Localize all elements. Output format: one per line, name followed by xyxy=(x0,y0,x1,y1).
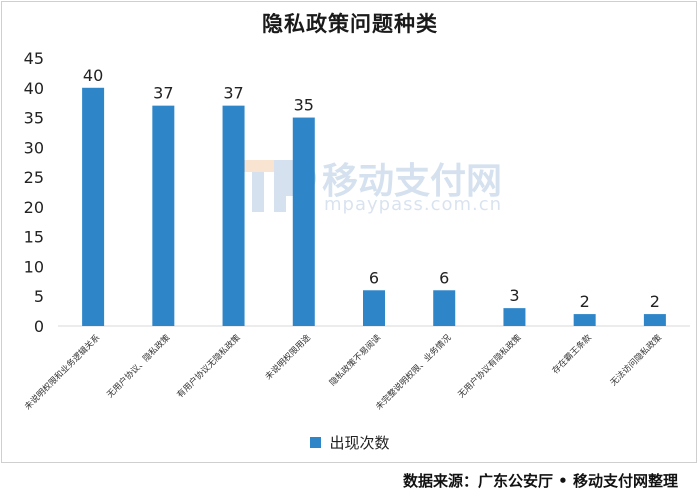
y-tick-label: 30 xyxy=(24,138,44,157)
x-tick-label: 无用户协议有隐私政策 xyxy=(456,332,524,400)
data-label: 35 xyxy=(294,96,314,115)
legend: 出现次数 xyxy=(0,432,700,453)
data-label: 6 xyxy=(439,268,449,287)
data-label: 6 xyxy=(369,268,379,287)
chart-title: 隐私政策问题种类 xyxy=(262,12,438,36)
bar xyxy=(292,117,315,326)
y-tick-label: 25 xyxy=(24,168,44,187)
y-tick-label: 15 xyxy=(24,228,44,247)
x-tick-label: 未完整说明权限、业务情况 xyxy=(373,332,453,412)
y-tick-label: 35 xyxy=(24,109,44,128)
bar xyxy=(222,105,245,327)
data-label: 2 xyxy=(580,292,590,311)
bar-chart: 0 5 10 15 20 25 30 35 40 45 40 未说明权限和业务逻辑关系 37 无用户协议、… xyxy=(22,49,690,412)
x-tick-label: 未说明权限用途 xyxy=(263,332,313,382)
data-label: 40 xyxy=(83,66,103,85)
data-label: 37 xyxy=(223,84,243,103)
y-tick-label: 0 xyxy=(34,317,44,336)
data-label: 2 xyxy=(650,292,660,311)
chart-frame xyxy=(1,1,697,463)
bar xyxy=(643,314,666,326)
y-tick-label: 20 xyxy=(24,198,44,217)
legend-swatch xyxy=(310,437,322,448)
x-tick-label: 有用户协议无隐私政策 xyxy=(175,332,243,400)
x-tick-label: 未说明权限和业务逻辑关系 xyxy=(22,332,102,412)
x-tick-label: 存在霸王条款 xyxy=(550,332,594,376)
y-tick-label: 45 xyxy=(24,49,44,68)
source-note: 数据来源：广东公安厅 • 移动支付网整理 xyxy=(402,472,678,490)
bar xyxy=(503,308,526,326)
bar xyxy=(152,105,175,327)
y-tick-label: 5 xyxy=(34,287,44,306)
legend-label: 出现次数 xyxy=(329,434,390,452)
x-tick-label: 无用户协议、隐私政策 xyxy=(105,332,173,400)
bar xyxy=(433,290,456,326)
x-tick-label: 无法访问隐私政策 xyxy=(608,332,664,388)
bar xyxy=(363,290,385,326)
y-tick-label: 10 xyxy=(24,257,44,276)
bar xyxy=(82,87,105,327)
x-tick-label: 隐私政策不易阅读 xyxy=(327,332,383,388)
y-tick-label: 40 xyxy=(24,79,44,98)
data-label: 37 xyxy=(153,84,173,103)
bar xyxy=(573,314,596,326)
data-label: 3 xyxy=(509,286,519,305)
